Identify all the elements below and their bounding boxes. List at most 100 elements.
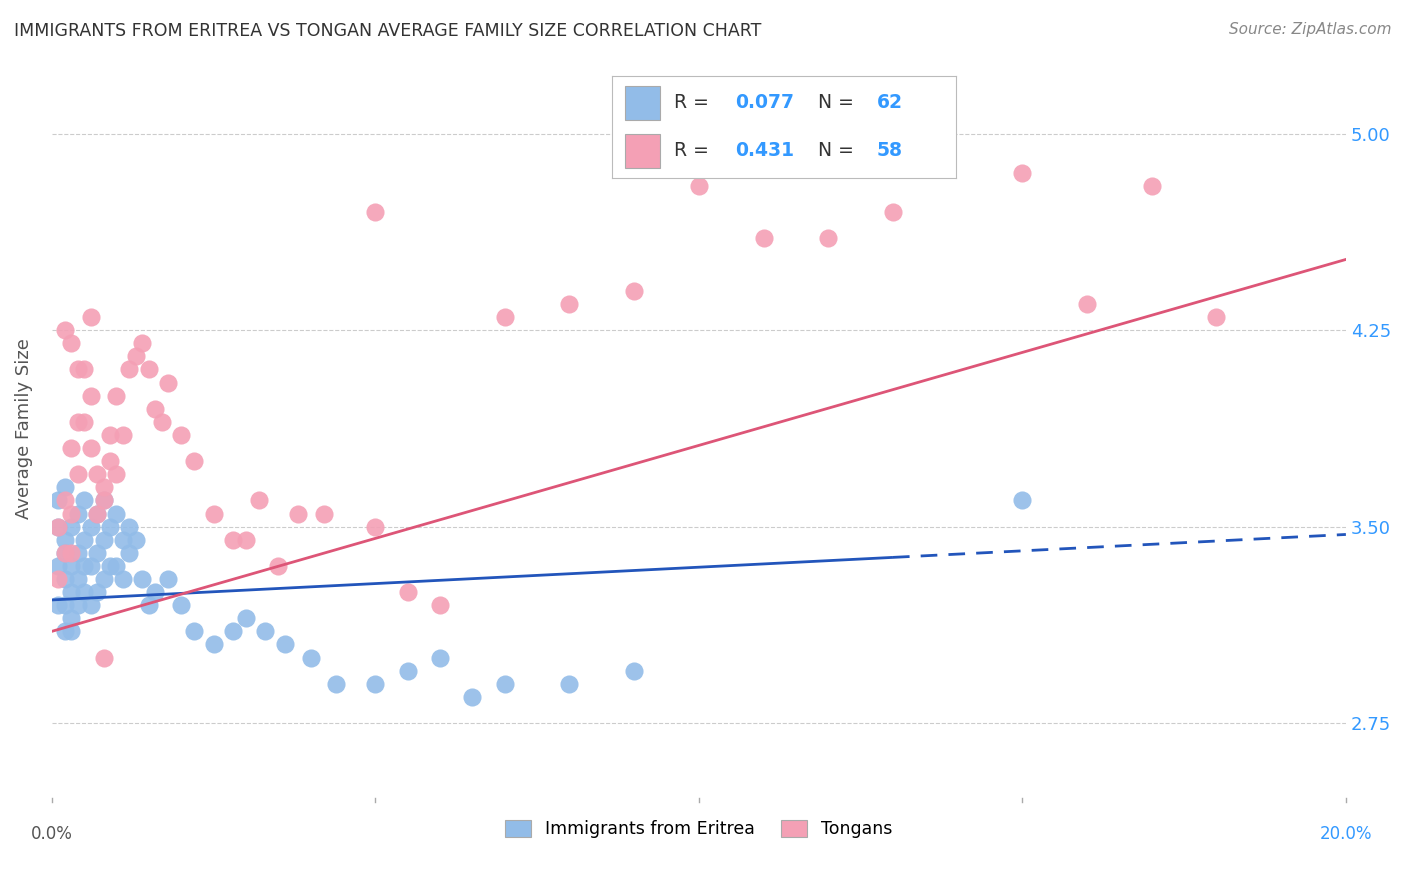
Text: 20.0%: 20.0% [1320, 825, 1372, 843]
Point [364, 205, 387, 219]
Point [73, 585, 96, 599]
Point [98, 428, 121, 442]
Point [79, 598, 101, 612]
Point [60, 558, 83, 573]
Text: Source: ZipAtlas.com: Source: ZipAtlas.com [1229, 22, 1392, 37]
Point [882, 205, 904, 219]
Point [299, 650, 322, 665]
Point [60, 441, 83, 455]
Point [157, 376, 180, 390]
Text: 62: 62 [877, 93, 903, 112]
Point [53, 572, 76, 586]
Point [1011, 166, 1033, 180]
Point [138, 598, 160, 612]
Point [254, 624, 277, 639]
Text: IMMIGRANTS FROM ERITREA VS TONGAN AVERAGE FAMILY SIZE CORRELATION CHART: IMMIGRANTS FROM ERITREA VS TONGAN AVERAG… [14, 22, 762, 40]
Point [60, 507, 83, 521]
Point [73, 558, 96, 573]
Point [170, 428, 193, 442]
Point [396, 664, 419, 678]
Point [93, 493, 115, 508]
Point [79, 558, 101, 573]
Point [1205, 310, 1227, 324]
Point [138, 362, 160, 376]
Point [60, 546, 83, 560]
Point [235, 533, 257, 547]
Point [60, 585, 83, 599]
Point [235, 611, 257, 625]
Point [79, 441, 101, 455]
Point [105, 558, 128, 573]
Text: 0.431: 0.431 [735, 141, 794, 161]
Point [98, 519, 121, 533]
Point [105, 507, 128, 521]
Point [66, 572, 89, 586]
Point [688, 179, 710, 194]
Text: 58: 58 [877, 141, 903, 161]
Point [46, 572, 69, 586]
Point [143, 585, 166, 599]
Text: N =: N = [818, 93, 860, 112]
Point [222, 624, 245, 639]
Point [267, 558, 290, 573]
Point [222, 533, 245, 547]
Point [73, 415, 96, 429]
Point [143, 401, 166, 416]
Point [60, 624, 83, 639]
FancyBboxPatch shape [626, 87, 659, 120]
Point [53, 480, 76, 494]
Point [60, 519, 83, 533]
Text: N =: N = [818, 141, 860, 161]
Point [111, 428, 134, 442]
Point [60, 611, 83, 625]
Text: R =: R = [673, 93, 714, 112]
Point [66, 507, 89, 521]
Point [111, 572, 134, 586]
Point [73, 362, 96, 376]
Legend: Immigrants from Eritrea, Tongans: Immigrants from Eritrea, Tongans [498, 813, 900, 846]
Point [93, 572, 115, 586]
FancyBboxPatch shape [626, 135, 659, 168]
Point [98, 454, 121, 468]
Point [53, 546, 76, 560]
Point [79, 519, 101, 533]
Point [396, 585, 419, 599]
Point [105, 389, 128, 403]
Point [53, 533, 76, 547]
Point [86, 467, 108, 482]
Point [93, 533, 115, 547]
Point [752, 231, 775, 245]
Point [86, 585, 108, 599]
Point [494, 677, 516, 691]
Point [170, 598, 193, 612]
Point [66, 546, 89, 560]
Point [461, 690, 484, 704]
Point [66, 598, 89, 612]
Point [86, 546, 108, 560]
Point [623, 284, 645, 298]
Point [86, 507, 108, 521]
Text: R =: R = [673, 141, 714, 161]
Point [150, 415, 173, 429]
Point [46, 598, 69, 612]
Point [53, 624, 76, 639]
Point [79, 389, 101, 403]
Point [93, 493, 115, 508]
Y-axis label: Average Family Size: Average Family Size [15, 338, 32, 519]
Point [325, 677, 347, 691]
Point [364, 677, 387, 691]
Point [1140, 179, 1163, 194]
Point [118, 546, 141, 560]
Point [558, 677, 581, 691]
Text: 0.0%: 0.0% [31, 825, 73, 843]
Point [1011, 493, 1033, 508]
Point [66, 467, 89, 482]
Point [46, 519, 69, 533]
Point [73, 533, 96, 547]
Point [53, 546, 76, 560]
Point [364, 519, 387, 533]
Point [79, 310, 101, 324]
Point [183, 624, 205, 639]
Point [46, 519, 69, 533]
Point [202, 638, 225, 652]
